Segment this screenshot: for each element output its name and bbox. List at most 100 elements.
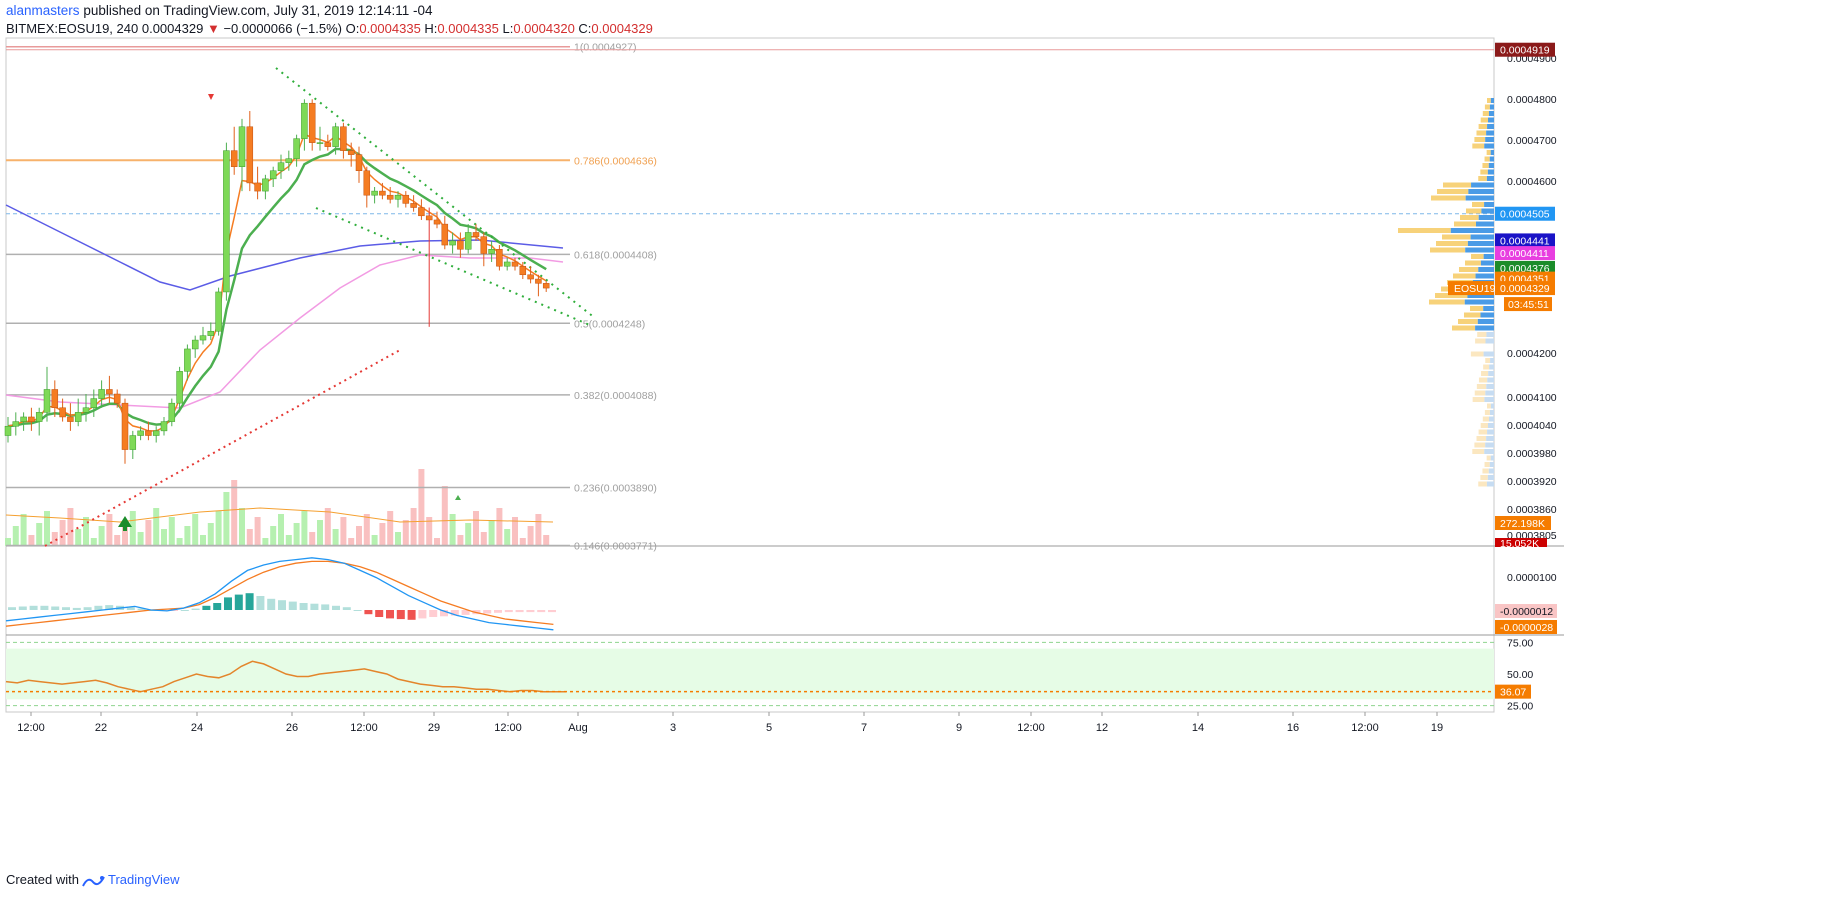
candle-body <box>51 389 59 409</box>
time-axis-tick: 16 <box>1287 722 1299 734</box>
macd-histogram-bar <box>180 610 189 611</box>
macd-histogram-bar <box>504 610 513 613</box>
candle <box>12 412 20 436</box>
volume-profile-bar <box>1471 254 1484 259</box>
volume-profile-bar <box>1482 416 1489 422</box>
candle <box>145 421 152 441</box>
volume-profile-bar <box>1465 195 1494 201</box>
candle-body <box>433 219 441 225</box>
candle-body <box>168 402 176 422</box>
volume-profile-bar <box>1480 423 1489 428</box>
candle <box>293 134 300 167</box>
volume-bar <box>20 514 27 546</box>
volume-profile-bar <box>1465 247 1494 253</box>
time-axis-tick: 12:00 <box>350 722 378 734</box>
volume-profile-bar <box>1478 481 1487 487</box>
volume-bar <box>207 523 214 546</box>
volume-profile-bar <box>1477 332 1487 337</box>
macd-histogram-bar <box>245 593 254 610</box>
publisher-link[interactable]: alanmasters <box>6 3 80 18</box>
volume-profile-bar <box>1482 111 1489 116</box>
volume-profile-bar <box>1481 371 1489 376</box>
candle <box>340 122 347 159</box>
macd-histogram-bar <box>256 596 265 610</box>
price-label-box <box>1495 233 1555 248</box>
candle <box>285 150 293 171</box>
macd-histogram-bar <box>213 603 222 610</box>
volume-profile-bar <box>1476 221 1494 227</box>
candle <box>355 146 363 183</box>
candle-body <box>74 412 82 422</box>
candle-body <box>90 398 98 409</box>
tradingview-link[interactable]: TradingView <box>107 872 180 887</box>
candle <box>464 224 472 254</box>
support-trendline <box>44 349 401 547</box>
candle-body <box>371 190 378 196</box>
candle-body <box>519 265 527 276</box>
volume-bar <box>504 529 511 546</box>
macd-histogram-bar <box>364 610 373 615</box>
volume-profile-bar <box>1480 169 1488 175</box>
candle-body <box>488 249 495 254</box>
volume-profile-bar <box>1458 319 1478 324</box>
volume-bar <box>449 514 456 546</box>
candle <box>4 416 12 443</box>
volume-profile <box>1398 98 1494 487</box>
price-axis-tick: 0.0004700 <box>1507 135 1557 147</box>
macd-histogram-bar <box>461 610 470 615</box>
candle-body <box>410 203 417 208</box>
volume-bar <box>457 535 464 546</box>
candle-body <box>464 232 472 250</box>
volume-profile-bar <box>1482 163 1489 168</box>
volume-bar <box>293 523 300 546</box>
macd-histogram-bar <box>51 606 60 610</box>
volume-bar <box>106 514 113 546</box>
price-axis-tick: 0.0004800 <box>1507 94 1557 106</box>
volume-profile-bar <box>1490 150 1494 155</box>
volume-bar <box>176 538 183 546</box>
volume-bar <box>184 526 191 546</box>
volume-profile-bar <box>1490 98 1494 103</box>
candle <box>160 416 168 436</box>
volume-profile-bar <box>1453 273 1476 279</box>
volume-profile-bar <box>1429 299 1465 305</box>
volume-profile-bar <box>1460 215 1479 220</box>
volume-profile-bar <box>1485 358 1491 363</box>
candle <box>457 232 464 258</box>
macd-histogram-bar <box>18 606 27 610</box>
candle-body <box>316 142 324 144</box>
rsi-axis-tick: 50.00 <box>1507 669 1533 681</box>
volume-bar <box>75 529 82 546</box>
volume-bar <box>317 520 323 546</box>
macd-histogram-bar <box>202 605 211 610</box>
volume-bar <box>90 538 97 546</box>
volume-bar <box>59 520 66 546</box>
volume-bar <box>410 508 417 546</box>
volume-profile-bar <box>1486 384 1494 389</box>
rsi-axis-tick: 75.00 <box>1507 637 1533 649</box>
countdown-timer: 03:45:51 <box>1508 299 1549 311</box>
macd-histogram-bar <box>515 610 524 613</box>
volume-profile-bar <box>1490 358 1494 363</box>
volume-profile-bar <box>1431 195 1466 201</box>
price-label-box <box>1495 246 1555 261</box>
volume-profile-bar <box>1484 449 1494 454</box>
volume-bar <box>395 532 401 546</box>
candle <box>308 99 316 151</box>
volume-bar <box>262 538 269 546</box>
volume-profile-bar <box>1489 156 1494 162</box>
volume-profile-bar <box>1485 338 1494 344</box>
price-label: 0.0004919 <box>1500 45 1550 57</box>
time-axis-tick: 5 <box>766 722 772 734</box>
volume-profile-bar <box>1483 254 1494 259</box>
symbol-tag: EOSU19 <box>1454 283 1496 295</box>
volume-profile-bar <box>1483 306 1494 311</box>
candle <box>535 274 542 297</box>
macd-histogram-bar <box>548 610 556 613</box>
symbol-header: BITMEX:EOSU19, 240 0.0004329 ▼ −0.000006… <box>6 20 653 38</box>
candle-body <box>511 261 519 267</box>
candle-body <box>129 435 137 450</box>
candle-body <box>230 150 238 167</box>
candle-body <box>308 102 316 143</box>
